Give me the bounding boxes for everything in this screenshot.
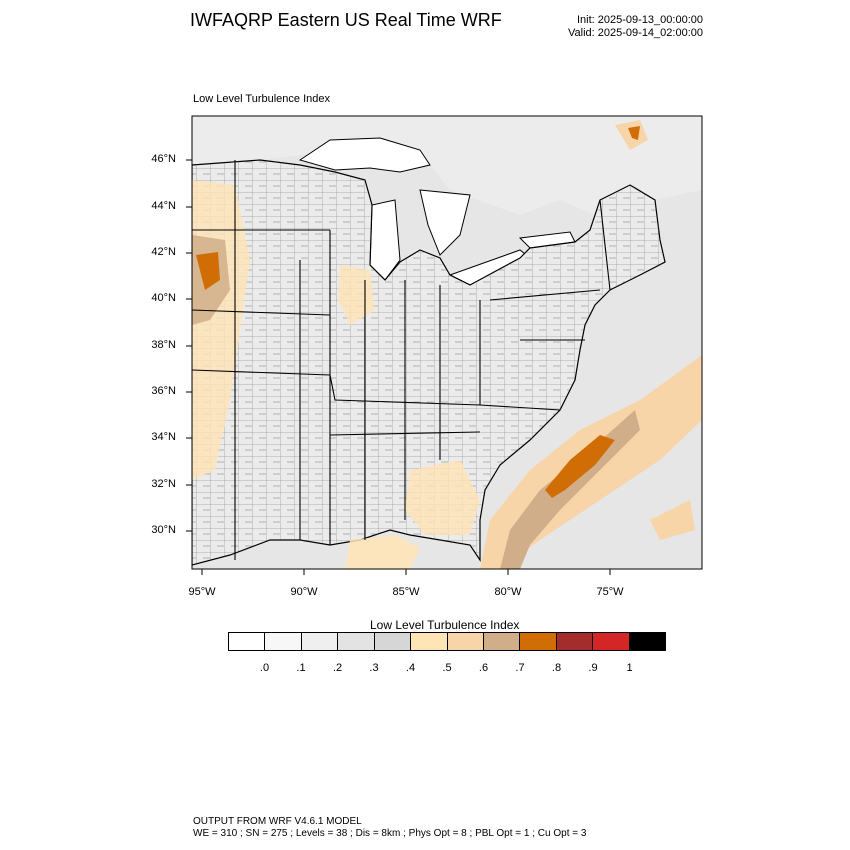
colorbar-swatch (374, 633, 412, 650)
colorbar-label: .8 (551, 662, 562, 674)
map-frame (191, 115, 703, 570)
run-times: Init: 2025-09-13_00:00:00 Valid: 2025-09… (568, 14, 703, 40)
county-lines (192, 160, 665, 565)
lon-label: 75°W (596, 586, 624, 598)
valid-time: Valid: 2025-09-14_02:00:00 (568, 27, 703, 39)
lat-label: 44°N (151, 200, 176, 212)
turbulence-zone-indiana (338, 265, 375, 325)
colorbar-swatch (447, 633, 484, 650)
lon-label: 95°W (188, 586, 216, 598)
lat-label: 46°N (151, 153, 176, 165)
lat-label: 40°N (151, 292, 176, 304)
lat-label: 36°N (151, 385, 176, 397)
colorbar-label: .9 (588, 662, 598, 674)
model-config: WE = 310 ; SN = 275 ; Levels = 38 ; Dis … (193, 828, 587, 839)
lon-label: 80°W (494, 586, 522, 598)
colorbar-label: 1 (626, 662, 633, 674)
colorbar-swatch (265, 633, 302, 650)
turbulence-max-west (196, 252, 220, 290)
colorbar-swatch (229, 633, 266, 650)
colorbar-label: .3 (369, 662, 379, 674)
turbulence-max-atlantic (545, 435, 615, 498)
colorbar-label: .5 (442, 662, 452, 674)
colorbar-label: .4 (405, 662, 416, 674)
axis-ticks (186, 159, 611, 575)
colorbar-swatch (556, 633, 594, 650)
lake-superior (298, 137, 431, 173)
turbulence-zone-georgia (405, 460, 480, 535)
lake-huron (419, 189, 471, 256)
colorbar-swatch (411, 633, 448, 650)
panel-title: Low Level Turbulence Index (193, 93, 330, 105)
turbulence-zone-offshore (650, 500, 695, 540)
model-info: OUTPUT FROM WRF V4.6.1 MODEL WE = 310 ; … (193, 816, 586, 840)
colorbar (228, 632, 666, 651)
model-version: OUTPUT FROM WRF V4.6.1 MODEL (193, 816, 362, 827)
colorbar-swatch (629, 633, 666, 650)
lat-label: 42°N (151, 246, 176, 258)
colorbar-label: .6 (478, 662, 489, 674)
colorbar-title: Low Level Turbulence Index (370, 618, 520, 632)
state-borders (192, 160, 611, 560)
lat-label: 38°N (151, 339, 176, 351)
lat-label: 32°N (151, 478, 176, 490)
colorbar-label: .1 (296, 662, 306, 674)
lon-label: 90°W (290, 586, 318, 598)
lat-label: 30°N (151, 524, 176, 536)
colorbar-swatch (593, 633, 630, 650)
figure-title: IWFAQRP Eastern US Real Time WRF (190, 10, 502, 30)
turbulence-zone-gulf (345, 535, 420, 569)
turbulence-max-quebec (628, 126, 640, 140)
colorbar-label: .2 (332, 662, 343, 674)
lat-label: 34°N (151, 431, 176, 443)
colorbar-swatch (520, 633, 557, 650)
init-time: Init: 2025-09-13_00:00:00 (577, 14, 703, 26)
colorbar-swatch (338, 633, 375, 650)
lon-label: 85°W (392, 586, 420, 598)
colorbar-label: .0 (259, 662, 270, 674)
colorbar-label: .7 (515, 662, 525, 674)
colorbar-swatch (301, 633, 339, 650)
colorbar-swatch (483, 633, 521, 650)
